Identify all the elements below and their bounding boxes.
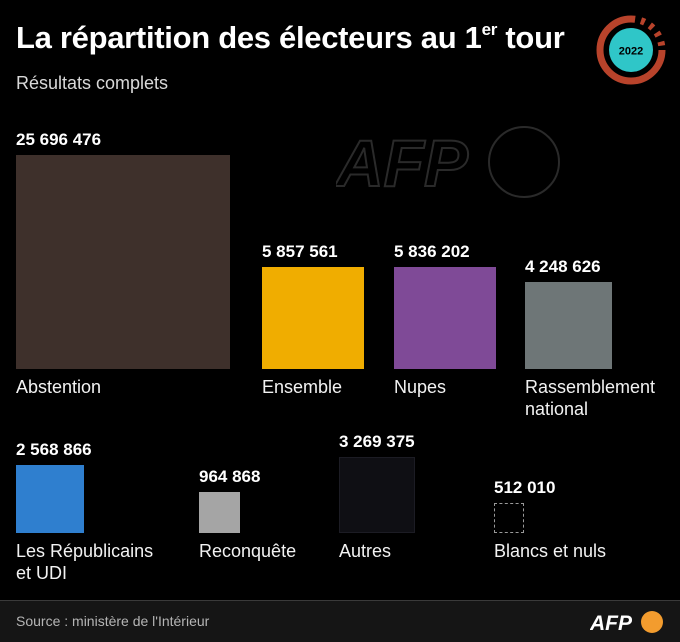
source-note: Source : ministère de l'Intérieur: [16, 613, 210, 629]
category-label-blancs-et-nuls: Blancs et nuls: [494, 540, 606, 562]
value-label-republicains-udi: 2 568 866: [16, 440, 92, 459]
category-label-line: Nupes: [394, 377, 447, 397]
value-label-autres: 3 269 375: [339, 432, 415, 451]
category-label-abstention: Abstention: [16, 376, 101, 398]
svg-text:AFP: AFP: [336, 126, 469, 200]
category-label-autres: Autres: [339, 540, 391, 562]
value-label-reconquete: 964 868: [199, 467, 261, 486]
category-label-line: et UDI: [16, 563, 68, 583]
value-label-nupes: 5 836 202: [394, 242, 470, 261]
square-rassemblement-national: [525, 282, 612, 369]
square-autres: [339, 457, 415, 533]
category-label-line: Blancs et nuls: [494, 541, 607, 561]
category-label-line: Ensemble: [262, 377, 343, 397]
chart-title: La répartition des électeurs au 1er tour: [16, 20, 565, 55]
afp-watermark-icon: AFP: [336, 125, 560, 200]
badge-year: 2022: [619, 46, 643, 58]
category-label-line: Reconquête: [199, 541, 297, 561]
afp-logo-icon: AFP: [590, 611, 663, 635]
category-label-republicains-udi: Les Républicains et UDI: [16, 540, 153, 584]
category-label-line: national: [525, 399, 589, 419]
square-nupes: [394, 267, 496, 369]
square-abstention: [16, 155, 230, 369]
category-label-line: Les Républicains: [16, 541, 154, 561]
category-label-reconquete: Reconquête: [199, 540, 296, 562]
category-label-line: Abstention: [16, 377, 102, 397]
value-label-rassemblement-national: 4 248 626: [525, 257, 601, 276]
square-ensemble: [262, 267, 364, 369]
year-badge: 2022: [596, 15, 666, 85]
footer: Source : ministère de l'Intérieur AFP: [0, 600, 680, 642]
category-label-line: Autres: [339, 541, 392, 561]
value-label-ensemble: 5 857 561: [262, 242, 338, 261]
square-blancs-et-nuls: [494, 503, 524, 533]
category-label-line: Rassemblement: [525, 377, 656, 397]
square-republicains-udi: [16, 465, 84, 533]
square-reconquete: [199, 492, 240, 533]
value-label-blancs-et-nuls: 512 010: [494, 478, 556, 497]
svg-text:AFP: AFP: [590, 612, 633, 635]
value-label-abstention: 25 696 476: [16, 130, 102, 149]
chart-subtitle: Résultats complets: [16, 73, 169, 93]
category-label-nupes: Nupes: [394, 376, 446, 398]
category-label-ensemble: Ensemble: [262, 376, 342, 398]
category-label-rassemblement-national: Rassemblement national: [525, 376, 655, 420]
